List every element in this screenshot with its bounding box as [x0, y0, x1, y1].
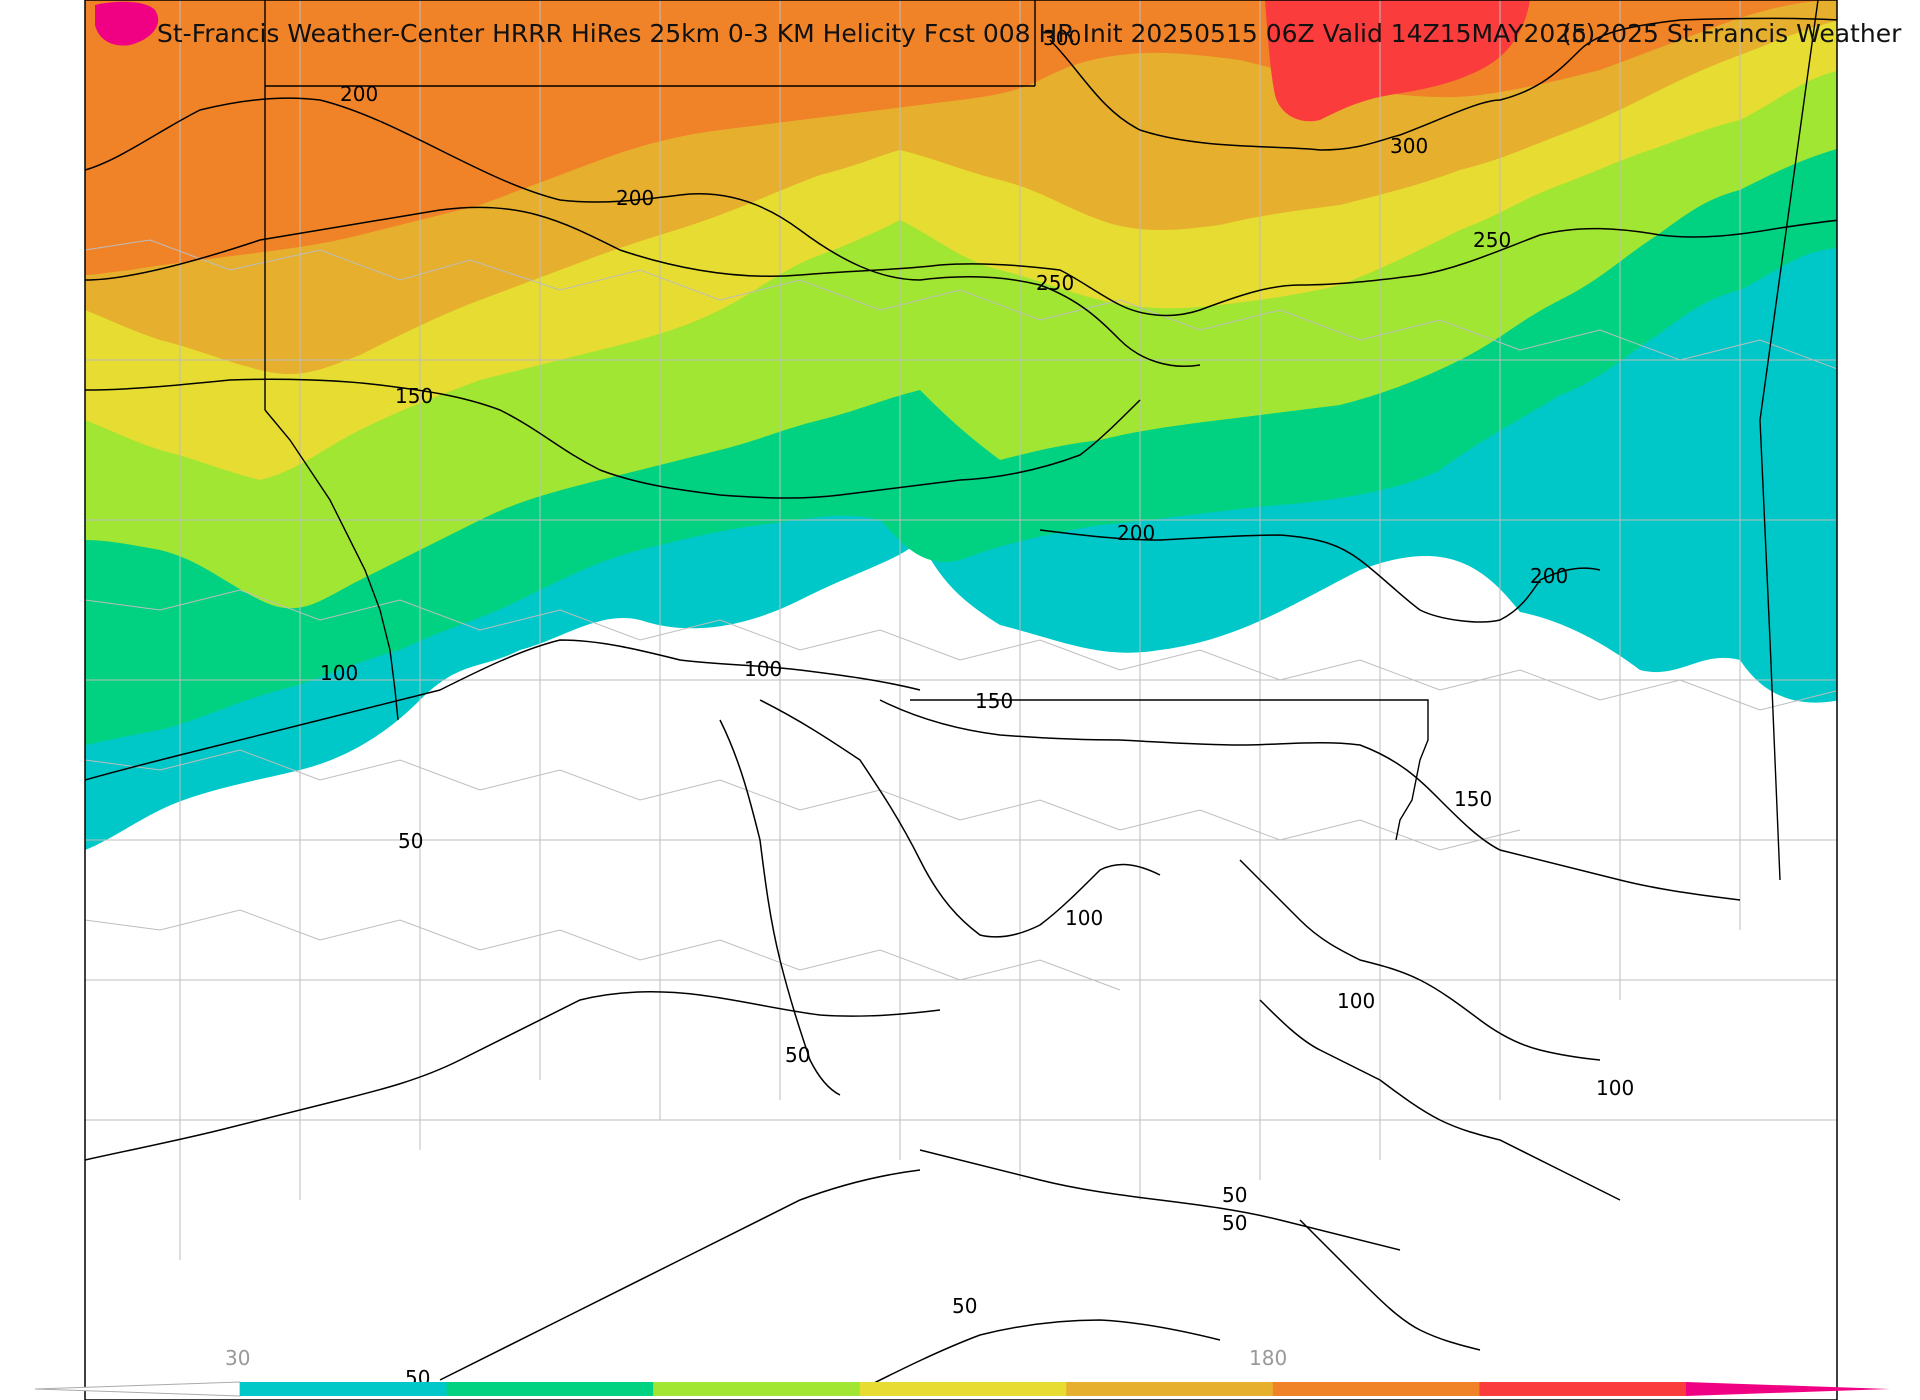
contour-label: 250 [1036, 271, 1074, 295]
colorbar-tick-label: 180 [1249, 1346, 1287, 1370]
helicity-fill-bands [85, 0, 1837, 850]
colorbar-segment [653, 1382, 861, 1396]
colorbar-segment [1479, 1382, 1687, 1396]
contour-label: 100 [1065, 906, 1103, 930]
contour-200-north [85, 97, 1201, 367]
contour-label: 150 [395, 384, 433, 408]
contour-label: 300 [1390, 134, 1428, 158]
colorbar-segment [859, 1382, 1067, 1396]
contour-100-north [85, 639, 921, 781]
colorbar-segment [240, 1382, 448, 1396]
contour-100-se [1259, 999, 1621, 1201]
county-boundaries [85, 0, 1837, 1260]
band-magenta [95, 1, 159, 46]
contour-50-south [919, 1149, 1401, 1251]
contour-150-south [879, 699, 1741, 901]
contour-label: 150 [1454, 787, 1492, 811]
colorbar: 30 180 [34, 1346, 1890, 1397]
contour-label: 100 [1596, 1076, 1634, 1100]
contour-50-central [719, 719, 841, 1096]
colorbar-left-arrow [34, 1381, 241, 1397]
contour-label: 50 [398, 829, 423, 853]
contour-label: 300 [1043, 26, 1081, 50]
colorbar-tick-label: 30 [225, 1346, 250, 1370]
contour-250 [85, 206, 1837, 317]
state-borders [264, 0, 1819, 881]
colorbar-segments [240, 1382, 1687, 1396]
contour-100-mid [759, 699, 1161, 938]
contour-label: 200 [1117, 521, 1155, 545]
contour-label: 250 [1473, 228, 1511, 252]
contour-label: 100 [1337, 989, 1375, 1013]
map-frame [84, 0, 1838, 1400]
contour-label: 50 [952, 1294, 977, 1318]
copyright-text: (c)2025 St.Francis Weather [1562, 19, 1902, 48]
contour-50-coast [439, 1169, 921, 1381]
contour-50-bottom [859, 1319, 1221, 1391]
contour-label: 100 [320, 661, 358, 685]
colorbar-segment [446, 1382, 654, 1396]
colorbar-segment [1272, 1382, 1480, 1396]
band-red [1265, 0, 1530, 122]
contour-label: 100 [744, 657, 782, 681]
contour-100-east [1239, 859, 1601, 1061]
contour-label: 150 [975, 689, 1013, 713]
contour-50-west [85, 990, 941, 1161]
contour-label: 50 [1222, 1211, 1247, 1235]
contour-label: 200 [340, 82, 378, 106]
helicity-contours [85, 17, 1837, 1391]
contour-50-gulf [1299, 1219, 1481, 1351]
contour-label: 50 [785, 1043, 810, 1067]
contour-300 [1049, 17, 1837, 151]
colorbar-right-arrow [1686, 1382, 1890, 1396]
contour-label: 200 [1530, 564, 1568, 588]
colorbar-segment [1066, 1382, 1274, 1396]
contour-label: 50 [1222, 1183, 1247, 1207]
map-title: St-Francis Weather-Center HRRR HiRes 25k… [157, 19, 1587, 48]
contour-labels: 200 200 150 100 100 150 250 300 250 200 … [320, 26, 1634, 1390]
contour-150 [85, 378, 1141, 499]
contour-200-south [1039, 529, 1601, 623]
contour-label: 200 [616, 186, 654, 210]
